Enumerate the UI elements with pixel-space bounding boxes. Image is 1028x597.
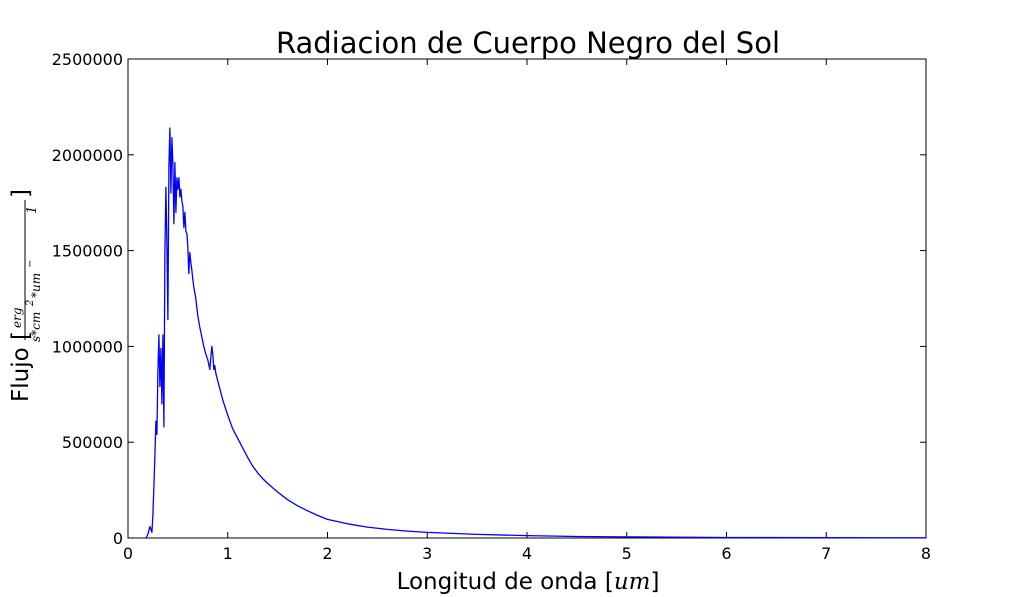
y-axis-label-exponent-2: − (25, 260, 36, 268)
y-axis-label-denominator-rest: *um (29, 273, 43, 298)
x-tick-label: 6 (721, 544, 731, 563)
y-axis-ticks: 0 500000 1000000 1500000 2000000 2500000 (52, 50, 926, 548)
y-tick-label: 2000000 (52, 146, 123, 165)
y-axis-label-text: Flujo [ (8, 331, 34, 402)
y-axis-label-exponent-1: 2 (25, 300, 36, 307)
y-tick-label: 500000 (62, 433, 123, 452)
x-tick-label: 5 (622, 544, 632, 563)
y-axis-label-numerator: erg (10, 307, 24, 328)
y-tick-label: 1500000 (52, 242, 123, 261)
y-axis-label-exponent-3: 1 (25, 206, 40, 214)
y-axis-label: Flujo [ erg s*cm 2 *um − 1 ] (8, 189, 43, 402)
x-tick-label: 2 (322, 544, 332, 563)
axes-frame (127, 58, 927, 539)
x-axis-label: Longitud de onda [um] (397, 569, 660, 595)
y-axis-label-denominator: s*cm (29, 312, 43, 342)
y-axis-label-close: ] (8, 189, 34, 198)
x-tick-label: 8 (921, 544, 931, 563)
x-tick-label: 4 (522, 544, 532, 563)
series-line (145, 127, 927, 539)
x-tick-label: 7 (821, 544, 831, 563)
x-axis-ticks: 0 1 2 3 4 5 6 7 8 (123, 59, 931, 563)
y-tick-label: 0 (113, 529, 123, 548)
chart-title: Radiacion de Cuerpo Negro del Sol (276, 26, 780, 60)
plot-area: 0 1 2 3 4 5 6 7 8 0 500000 1000000 1500000 2000000 25… (52, 50, 931, 563)
y-tick-label: 2500000 (52, 50, 123, 69)
x-tick-label: 0 (123, 544, 133, 563)
x-tick-label: 3 (422, 544, 432, 563)
x-tick-label: 1 (223, 544, 233, 563)
y-tick-label: 1000000 (52, 337, 123, 356)
